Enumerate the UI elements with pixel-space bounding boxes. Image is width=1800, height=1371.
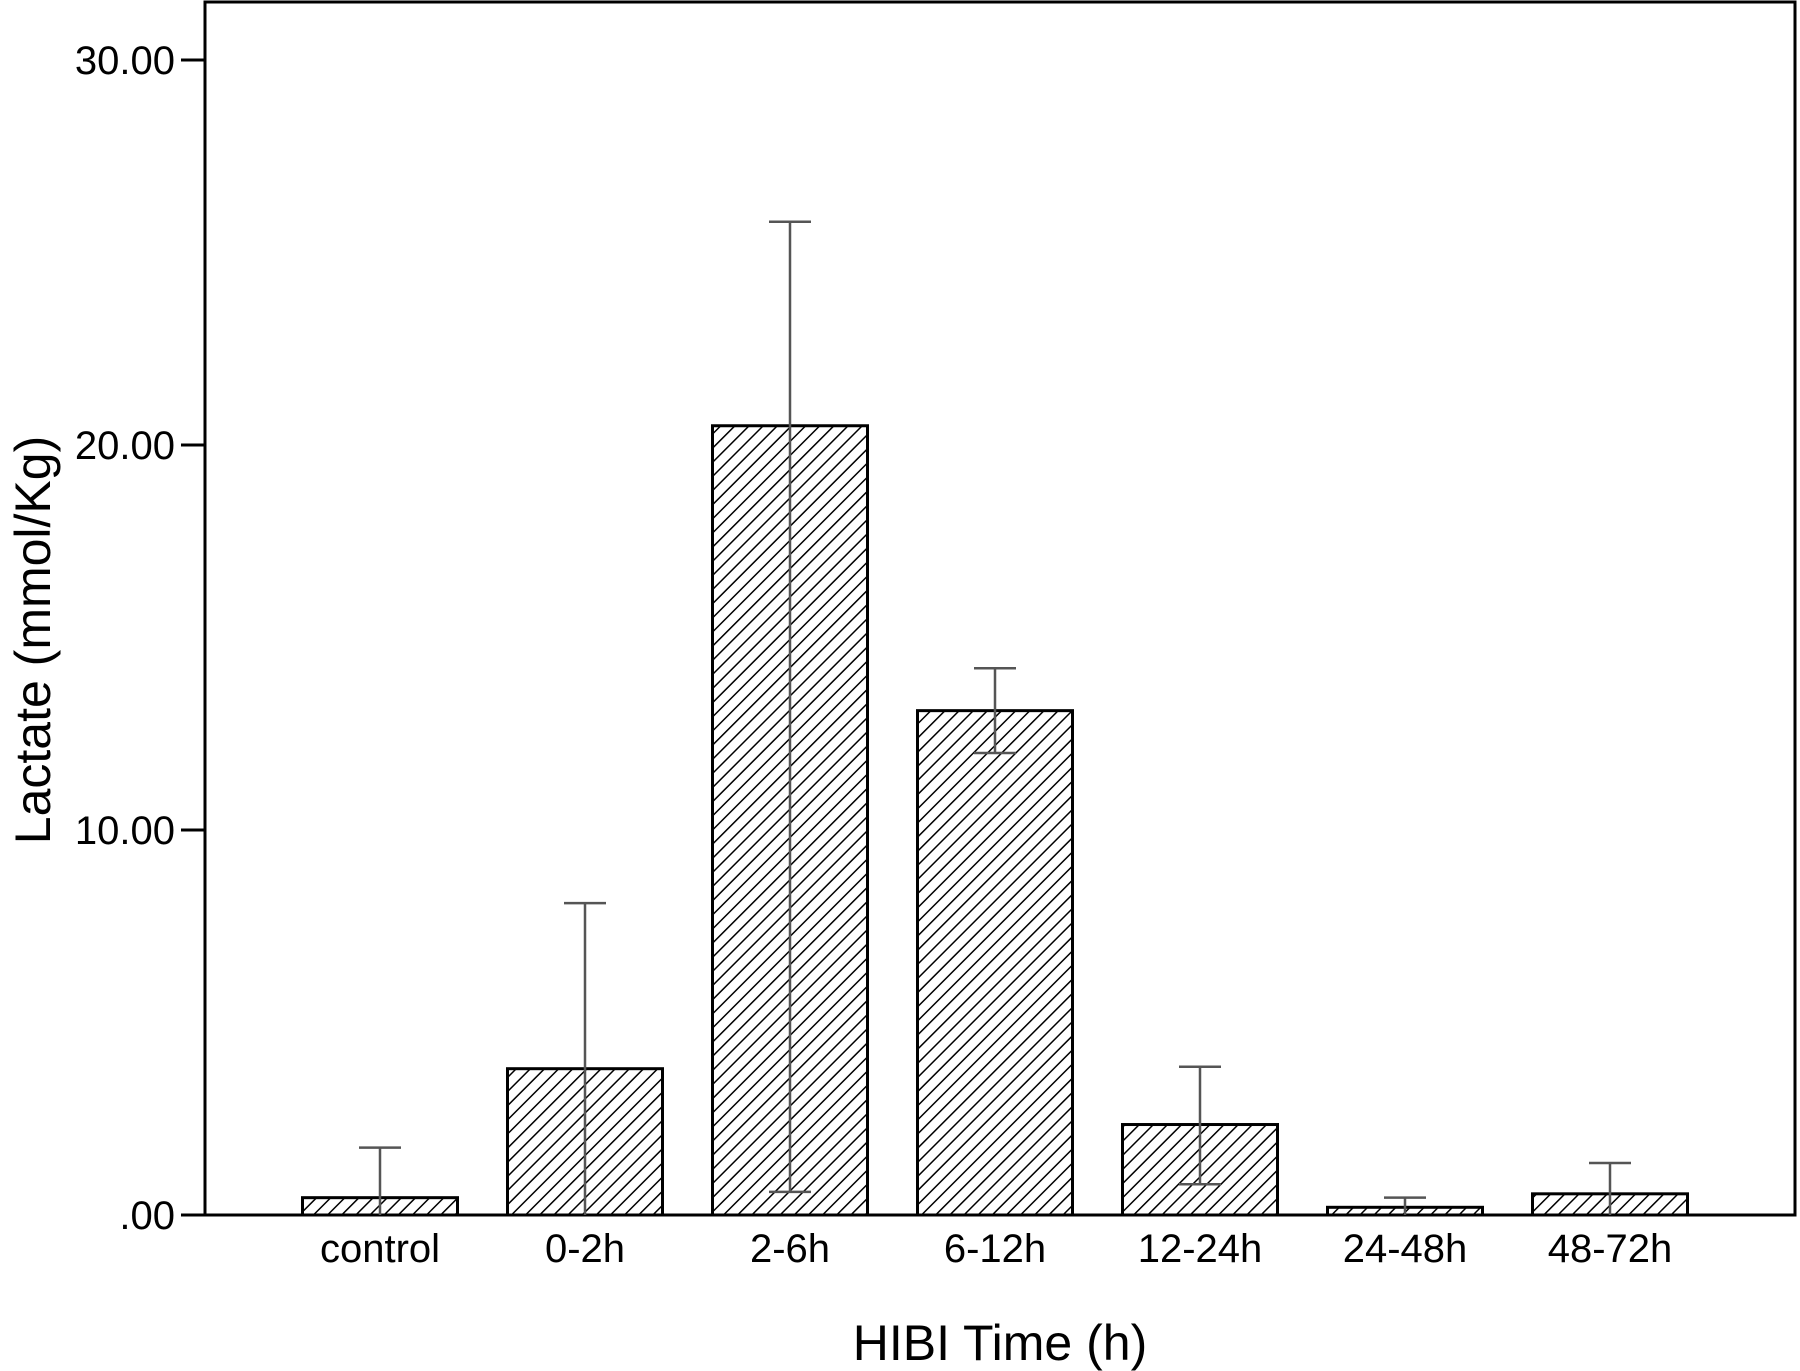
error-bars — [359, 220, 1631, 1215]
x-tick-label: 24-48h — [1343, 1227, 1468, 1271]
y-axis: .00 10.00 20.00 30.00 — [75, 39, 205, 1238]
x-axis-title: HIBI Time (h) — [853, 1315, 1147, 1371]
x-tick-label: 48-72h — [1548, 1227, 1673, 1271]
bars — [301, 424, 1689, 1217]
x-tick-label: 2-6h — [750, 1227, 830, 1271]
y-tick-label: .00 — [119, 1194, 175, 1238]
x-tick-label: 0-2h — [545, 1227, 625, 1271]
y-tick-label: 10.00 — [75, 809, 175, 853]
x-tick-label: 12-24h — [1138, 1227, 1263, 1271]
y-axis-title: Lactate (mmol/Kg) — [5, 436, 61, 844]
x-tick-label: control — [320, 1227, 440, 1271]
bar — [916, 709, 1074, 1217]
y-tick-label: 20.00 — [75, 424, 175, 468]
x-axis: control 0-2h 2-6h 6-12h 12-24h 24-48h 48-72h — [320, 1227, 1672, 1271]
x-tick-label: 6-12h — [944, 1227, 1046, 1271]
y-tick-label: 30.00 — [75, 39, 175, 83]
